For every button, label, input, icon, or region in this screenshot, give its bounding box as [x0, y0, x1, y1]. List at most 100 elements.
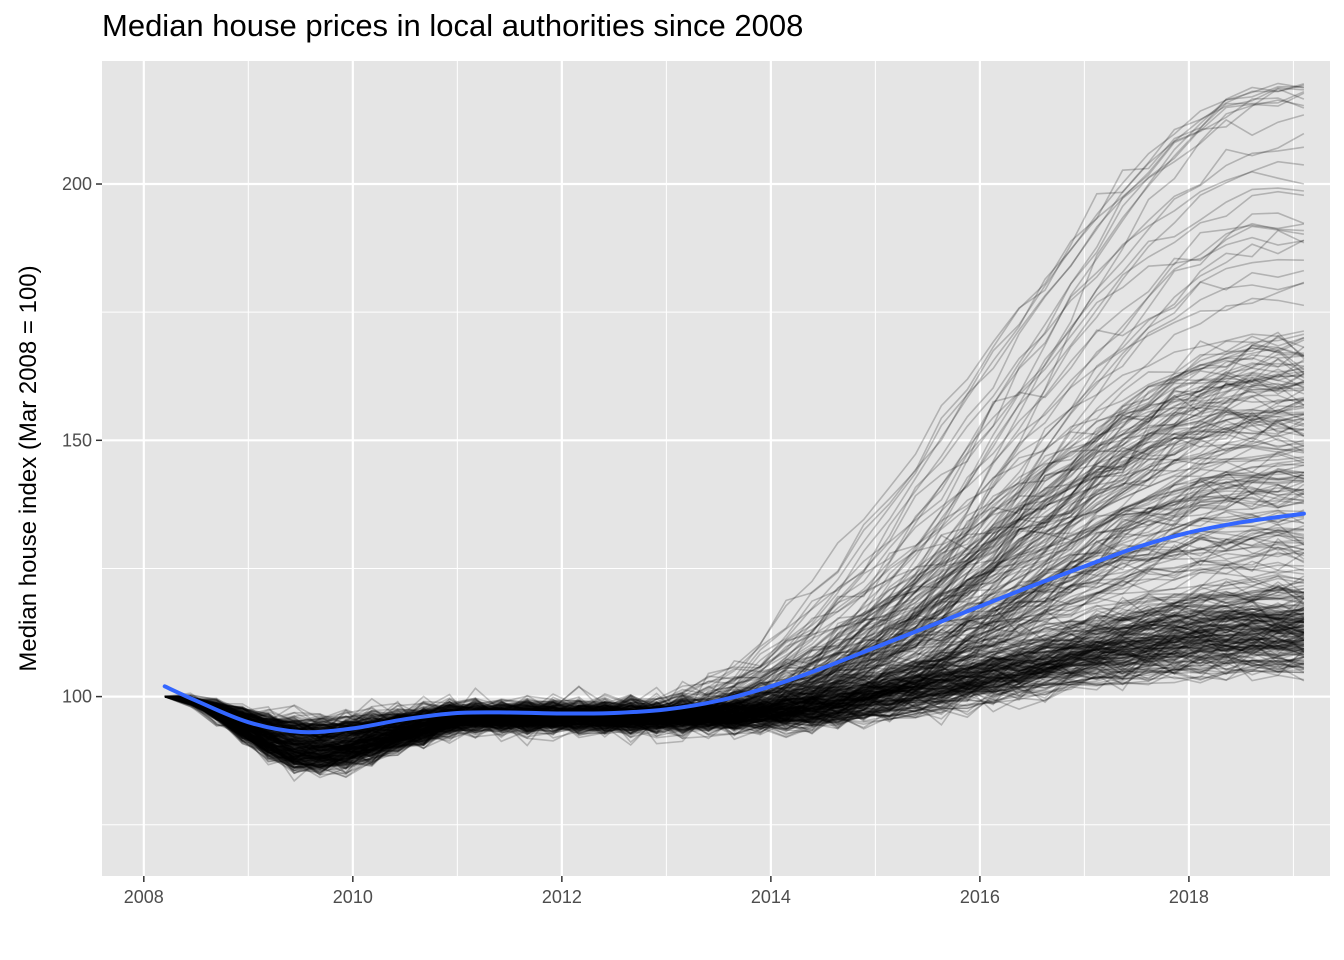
area-line	[164, 367, 1305, 776]
area-line	[164, 656, 1305, 779]
area-line	[164, 623, 1305, 756]
area-line	[164, 606, 1305, 731]
area-line	[164, 662, 1305, 769]
area-line	[164, 609, 1305, 742]
area-line	[164, 595, 1304, 760]
area-line	[164, 236, 1305, 771]
area-line	[164, 239, 1305, 769]
area-line	[164, 411, 1305, 758]
x-axis: 2008 2010 2012 2014 2016 2018	[124, 876, 1209, 907]
area-line	[164, 282, 1305, 742]
area-line	[164, 594, 1304, 747]
area-line	[164, 399, 1305, 751]
area-line	[164, 381, 1305, 746]
area-line	[164, 593, 1305, 748]
area-line	[164, 591, 1305, 750]
grid-major	[102, 61, 1330, 876]
area-line	[164, 339, 1305, 760]
area-line	[164, 526, 1304, 738]
area-line	[164, 229, 1305, 739]
area-line	[164, 652, 1304, 758]
y-tick-label: 200	[62, 174, 92, 194]
area-line	[164, 622, 1305, 759]
area-line	[164, 640, 1304, 753]
area-line	[164, 388, 1305, 745]
area-line	[164, 348, 1305, 765]
area-line	[164, 661, 1304, 764]
area-line	[164, 336, 1305, 762]
area-line	[164, 612, 1304, 767]
area-line	[164, 412, 1304, 752]
area-line	[164, 353, 1304, 760]
area-line	[164, 335, 1305, 751]
area-line	[164, 618, 1305, 774]
area-line	[164, 602, 1305, 736]
area-line	[164, 371, 1304, 755]
area-line	[164, 531, 1305, 747]
area-line	[164, 372, 1305, 763]
area-line	[164, 399, 1304, 727]
area-line	[164, 585, 1305, 765]
area-line	[164, 644, 1305, 757]
trend-line	[162, 511, 1306, 735]
area-line	[164, 622, 1304, 765]
area-line	[164, 617, 1304, 761]
area-line	[164, 641, 1305, 737]
area-line	[164, 591, 1304, 764]
area-line	[164, 446, 1304, 768]
area-line	[164, 637, 1304, 734]
area-line	[164, 604, 1305, 768]
area-line	[164, 509, 1305, 730]
area-line	[164, 405, 1304, 759]
area-line	[164, 636, 1305, 747]
area-line	[164, 630, 1305, 762]
x-tick-label: 2012	[542, 887, 582, 907]
area-line	[164, 479, 1304, 728]
area-line	[164, 225, 1305, 755]
area-line	[164, 488, 1304, 734]
area-line	[164, 647, 1305, 778]
area-line	[164, 637, 1305, 769]
area-line	[164, 387, 1304, 758]
area-line	[164, 581, 1305, 770]
area-line	[164, 614, 1305, 770]
area-line	[164, 603, 1304, 736]
x-tick-label: 2018	[1169, 887, 1209, 907]
area-line	[164, 635, 1305, 738]
y-axis-title: Median house index (Mar 2008 = 100)	[15, 265, 42, 671]
area-line	[164, 333, 1305, 741]
area-line	[164, 639, 1304, 732]
area-line	[164, 269, 1305, 761]
area-line	[164, 190, 1305, 775]
area-line	[164, 83, 1305, 739]
area-line	[164, 537, 1305, 740]
area-line	[164, 604, 1305, 734]
area-line	[164, 575, 1304, 727]
area-line	[164, 620, 1304, 747]
area-line	[164, 656, 1305, 755]
area-line	[164, 408, 1304, 739]
x-tick-label: 2016	[960, 887, 1000, 907]
area-line	[164, 470, 1304, 766]
area-line	[164, 511, 1304, 738]
area-line	[164, 652, 1304, 755]
area-line	[164, 612, 1305, 752]
area-line	[164, 626, 1304, 772]
area-line	[164, 631, 1305, 739]
area-line	[164, 344, 1305, 737]
area-line	[164, 611, 1305, 752]
area-line	[164, 625, 1304, 772]
area-line	[164, 347, 1305, 776]
area-line	[164, 497, 1305, 741]
area-line	[164, 372, 1305, 741]
area-line	[164, 638, 1305, 754]
area-line	[164, 613, 1304, 767]
area-line	[164, 509, 1304, 738]
area-line	[164, 114, 1305, 749]
area-line	[164, 633, 1304, 772]
area-line	[164, 336, 1305, 743]
area-line	[164, 624, 1305, 740]
area-line	[164, 630, 1305, 770]
area-line	[164, 623, 1305, 763]
area-line	[164, 386, 1304, 745]
